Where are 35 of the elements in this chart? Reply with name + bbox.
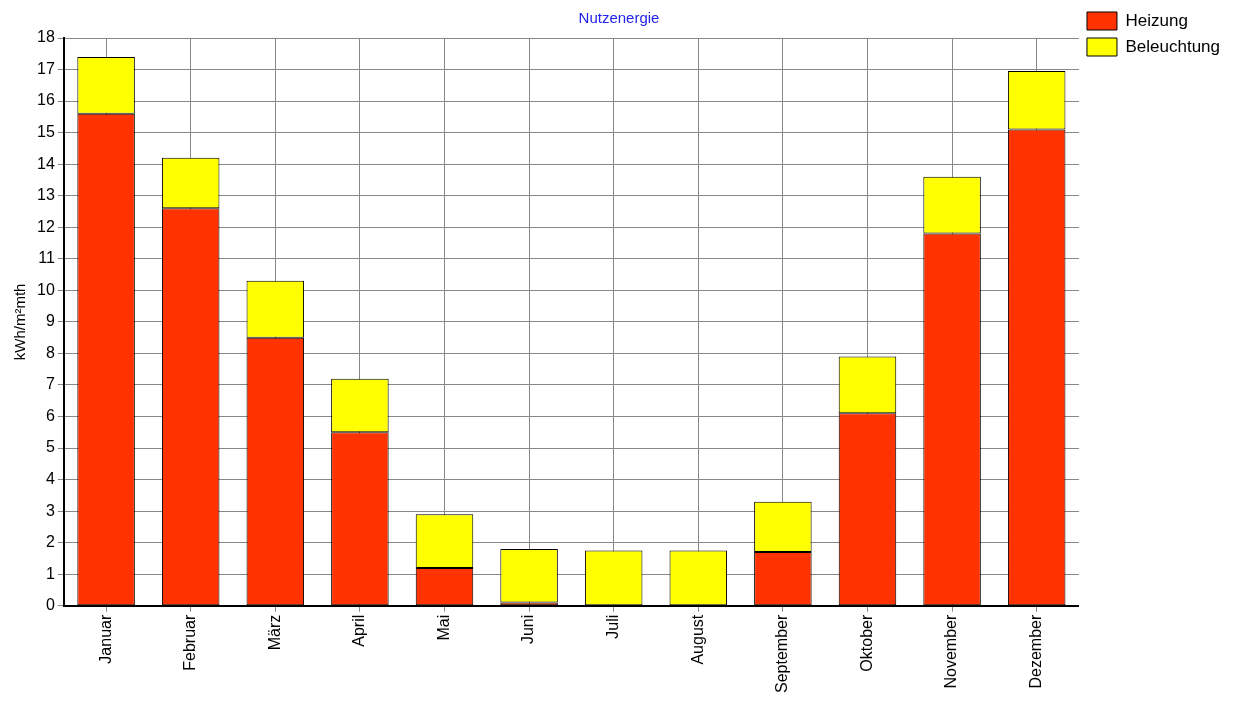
y-tick-label: 10 [37, 280, 55, 298]
y-tick-label: 6 [45, 406, 55, 424]
y-tick-label: 14 [37, 154, 55, 172]
y-axis-title: kWh/m²mth [11, 283, 29, 361]
x-tick-label: August [688, 614, 706, 665]
y-tick-label: 12 [37, 217, 55, 235]
x-tick-label: Juli [604, 614, 622, 639]
y-tick-label: 18 [37, 28, 55, 46]
x-tick-label: März [265, 614, 283, 651]
y-tick-label: 13 [37, 186, 55, 204]
y-tick-label: 11 [38, 249, 55, 267]
legend-label: Heizung [1125, 10, 1188, 30]
x-tick-label: April [350, 614, 368, 647]
y-tick-label: 17 [37, 59, 55, 77]
x-tick-label: Januar [96, 614, 114, 664]
x-tick-label: Februar [181, 614, 199, 671]
x-tick-label: Oktober [857, 614, 875, 672]
y-tick-label: 0 [45, 596, 55, 614]
y-tick-label: 16 [37, 91, 55, 109]
y-tick-label: 1 [45, 564, 55, 582]
x-tick-label: Mai [434, 614, 452, 641]
y-tick-label: 5 [45, 438, 55, 456]
x-tick-label: Juni [519, 614, 537, 645]
y-tick-label: 2 [45, 533, 55, 551]
y-tick-label: 4 [45, 469, 55, 487]
y-tick-label: 7 [45, 375, 55, 393]
y-tick-label: 8 [45, 343, 55, 361]
x-tick-label: Dezember [1027, 614, 1045, 689]
y-tick-label: 9 [45, 312, 55, 330]
x-tick-label: November [942, 614, 960, 689]
legend-label: Beleuchtung [1125, 36, 1221, 56]
y-tick-label: 15 [37, 123, 55, 141]
y-tick-label: 3 [45, 501, 55, 519]
chart-title: Nutzenergie [578, 9, 660, 27]
x-tick-label: September [773, 614, 791, 693]
